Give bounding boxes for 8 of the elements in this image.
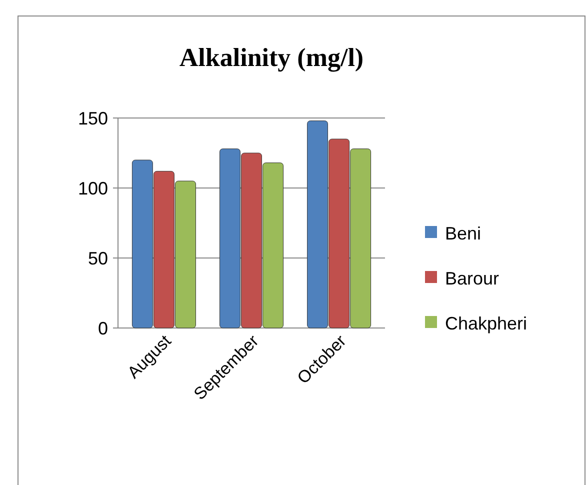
legend-label: Barour <box>445 268 500 288</box>
y-tick-label: 100 <box>78 178 108 198</box>
legend-label: Chakpheri <box>445 313 528 334</box>
y-tick-label: 50 <box>88 248 108 268</box>
chart-title: Alkalinity (mg/l) <box>179 43 364 72</box>
y-tick-label: 0 <box>98 318 108 338</box>
legend-label: Beni <box>445 223 482 244</box>
y-tick-label: 150 <box>78 108 108 128</box>
